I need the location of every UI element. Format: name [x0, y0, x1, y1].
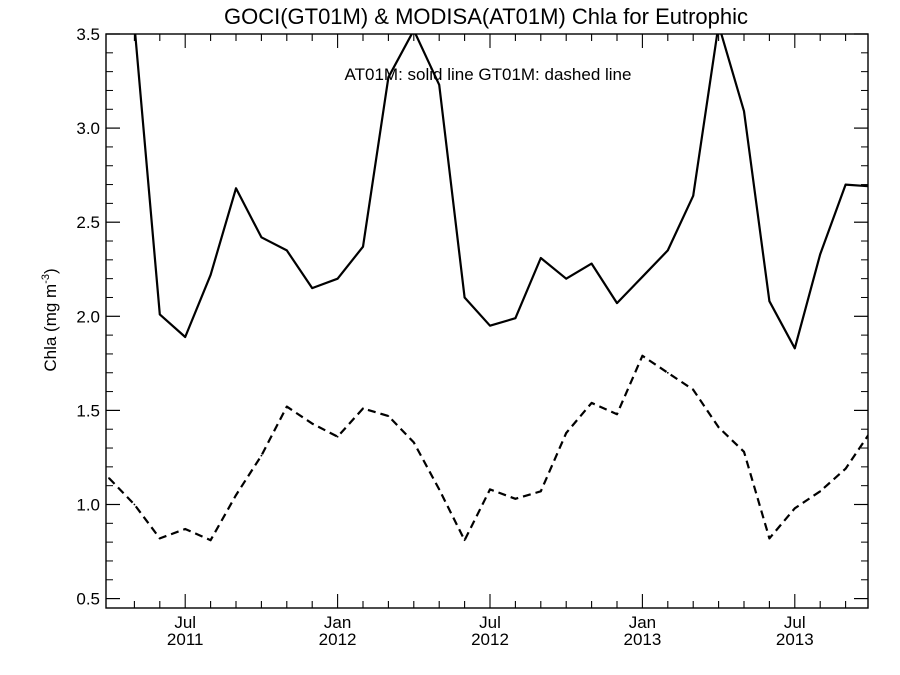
data-point-dashed — [108, 477, 110, 479]
data-point-dashed — [311, 422, 314, 425]
data-point-dashed — [819, 490, 822, 493]
data-point-dashed — [260, 454, 263, 457]
data-point-dashed — [565, 432, 568, 434]
data-point-dashed — [514, 497, 517, 500]
data-point-solid — [438, 83, 441, 86]
data-point-dashed — [489, 488, 491, 491]
data-point-solid — [235, 187, 237, 190]
data-point-solid — [336, 277, 339, 280]
data-point-solid — [311, 287, 314, 289]
data-point-solid — [463, 296, 466, 299]
data-point-dashed — [336, 435, 339, 438]
data-point-dashed — [463, 539, 466, 542]
y-tick-label: 1.5 — [76, 401, 100, 420]
x-tick-label-year: 2013 — [623, 630, 661, 649]
plot-frame — [105, 33, 869, 609]
data-point-dashed — [590, 402, 593, 404]
data-point-solid — [666, 249, 669, 252]
data-point-solid — [565, 277, 568, 280]
data-point-solid — [616, 302, 618, 304]
y-tick-label: 3.5 — [76, 25, 100, 44]
data-point-solid — [539, 257, 542, 259]
x-tick-label-year: 2012 — [471, 630, 509, 649]
data-point-dashed — [209, 539, 212, 542]
data-point-solid — [692, 194, 695, 197]
data-point-dashed — [666, 371, 669, 374]
series-layer — [108, 24, 872, 542]
data-point-solid — [260, 236, 263, 239]
data-point-dashed — [692, 388, 695, 391]
data-point-dashed — [412, 441, 415, 444]
data-point-dashed — [768, 537, 771, 540]
data-point-dashed — [362, 407, 364, 410]
data-point-dashed — [717, 426, 720, 429]
data-point-dashed — [539, 490, 542, 493]
x-tick-label-month: Jan — [629, 613, 656, 632]
data-point-dashed — [844, 467, 847, 470]
data-point-solid — [209, 274, 212, 276]
data-point-solid — [362, 245, 364, 248]
series-line-solid — [134, 34, 868, 350]
data-point-dashed — [870, 430, 872, 432]
data-point-dashed — [133, 503, 136, 506]
data-point-solid — [489, 324, 491, 327]
data-point-solid — [184, 336, 187, 338]
series-line-dashed — [108, 354, 868, 542]
data-point-solid — [870, 186, 872, 188]
data-point-dashed — [793, 507, 796, 510]
y-tick-label: 2.5 — [76, 213, 100, 232]
data-point-dashed — [158, 537, 161, 540]
data-point-solid — [387, 76, 390, 79]
data-point-solid — [793, 347, 796, 350]
data-point-dashed — [387, 415, 390, 417]
series-annotation: AT01M: solid line GT01M: dashed line — [345, 65, 632, 84]
data-point-dashed — [235, 494, 237, 496]
data-point-dashed — [743, 450, 745, 453]
x-tick-label-month: Jul — [174, 613, 196, 632]
data-point-solid — [285, 249, 288, 252]
x-tick-label-year: 2013 — [776, 630, 814, 649]
data-point-dashed — [616, 413, 618, 416]
data-point-dashed — [184, 528, 187, 530]
x-tick-label-year: 2012 — [319, 630, 357, 649]
x-tick-label-year: 2011 — [167, 630, 204, 649]
data-point-solid — [514, 317, 517, 320]
x-tick-label-month: Jul — [479, 613, 501, 632]
y-axis-label: Chla (mg m-3) — [40, 268, 60, 371]
data-point-solid — [413, 29, 415, 31]
y-axis: 0.5 1.0 1.5 2.0 2.5 3.0 3.5 — [76, 25, 868, 609]
y-tick-label: 0.5 — [76, 590, 100, 609]
x-tick-label-month: Jul — [784, 613, 806, 632]
data-point-solid — [134, 24, 136, 26]
y-tick-label: 1.0 — [76, 495, 100, 514]
chart-title: GOCI(GT01M) & MODISA(AT01M) Chla for Eut… — [224, 4, 748, 29]
data-point-solid — [590, 262, 593, 265]
data-point-solid — [768, 300, 771, 303]
y-tick-label: 2.0 — [76, 307, 100, 326]
data-point-solid — [743, 110, 745, 113]
data-point-dashed — [285, 405, 288, 408]
data-point-dashed — [438, 488, 441, 491]
data-point-solid — [158, 313, 161, 316]
data-point-solid — [819, 253, 822, 256]
data-point-dashed — [641, 354, 644, 357]
data-point-solid — [844, 183, 847, 186]
y-tick-label: 3.0 — [76, 119, 100, 138]
x-tick-label-month: Jan — [324, 613, 351, 632]
data-point-solid — [641, 275, 644, 278]
